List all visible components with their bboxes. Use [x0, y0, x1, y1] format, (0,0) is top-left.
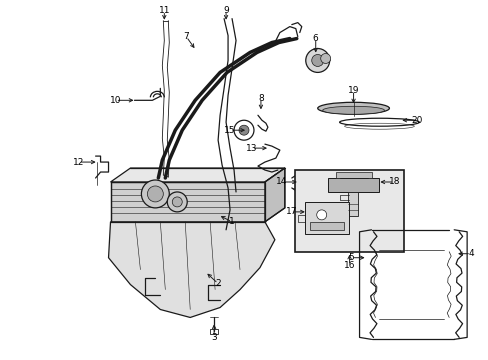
- Bar: [294, 170, 404, 252]
- Polygon shape: [264, 168, 285, 222]
- Bar: [347, 192, 357, 216]
- Bar: [309, 222, 343, 230]
- Text: 2: 2: [215, 279, 221, 288]
- Circle shape: [234, 120, 253, 140]
- Circle shape: [316, 210, 326, 220]
- Text: 6: 6: [312, 34, 318, 43]
- Bar: [304, 202, 348, 234]
- Bar: [327, 178, 379, 192]
- Circle shape: [147, 186, 163, 202]
- Polygon shape: [110, 168, 285, 182]
- Text: 17: 17: [285, 207, 297, 216]
- Circle shape: [305, 49, 329, 72]
- Text: 4: 4: [468, 249, 473, 258]
- Text: 5: 5: [348, 253, 354, 262]
- Circle shape: [141, 180, 169, 208]
- Circle shape: [172, 197, 182, 207]
- Text: 16: 16: [343, 261, 355, 270]
- Ellipse shape: [322, 106, 384, 114]
- Circle shape: [320, 54, 330, 63]
- Text: 1: 1: [229, 217, 234, 226]
- Text: 19: 19: [347, 86, 359, 95]
- Circle shape: [167, 192, 187, 212]
- Text: 18: 18: [388, 177, 399, 186]
- Polygon shape: [108, 222, 274, 318]
- Text: 12: 12: [73, 158, 84, 167]
- Text: 9: 9: [223, 6, 228, 15]
- Bar: [210, 329, 218, 334]
- Text: 11: 11: [158, 6, 170, 15]
- Text: 7: 7: [183, 32, 189, 41]
- Ellipse shape: [317, 102, 388, 114]
- Text: 3: 3: [211, 333, 217, 342]
- Circle shape: [311, 54, 323, 67]
- Circle shape: [239, 125, 248, 135]
- Text: 10: 10: [109, 96, 121, 105]
- Text: 8: 8: [258, 94, 263, 103]
- Bar: [335, 172, 371, 178]
- Polygon shape: [110, 182, 264, 222]
- Text: 14: 14: [276, 177, 287, 186]
- Text: 20: 20: [411, 116, 422, 125]
- Text: 13: 13: [246, 144, 257, 153]
- Text: 15: 15: [224, 126, 235, 135]
